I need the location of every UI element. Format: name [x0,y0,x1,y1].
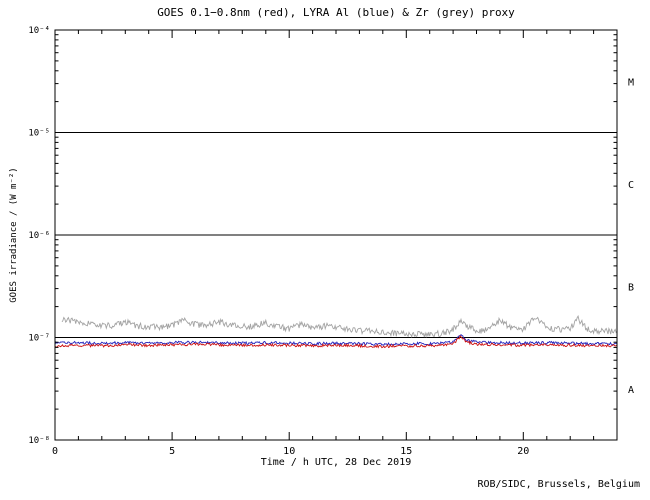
y-tick-label: 10⁻⁴ [28,26,50,36]
flux-class-label-c: C [628,180,634,191]
chart-title: GOES 0.1−0.8nm (red), LYRA Al (blue) & Z… [157,6,515,19]
y-tick-label: 10⁻⁵ [28,129,50,139]
y-tick-label: 10⁻⁸ [28,436,50,446]
x-tick-label: 10 [283,446,295,457]
credit-text: ROB/SIDC, Brussels, Belgium [477,479,640,490]
y-tick-label: 10⁻⁷ [28,334,50,344]
y-axis-label: GOES irradiance / (W m⁻²) [9,167,19,303]
x-tick-label: 15 [400,446,412,457]
x-tick-label: 0 [52,446,58,457]
flux-class-label-a: A [628,385,634,396]
x-axis-label: Time / h UTC, 28 Dec 2019 [260,457,412,468]
series-goes-xray [54,335,618,349]
flux-class-label-m: M [628,77,634,88]
y-tick-label: 10⁻⁶ [28,231,50,241]
x-tick-label: 20 [517,446,529,457]
series-lyra-zr-proxy [61,315,618,339]
x-tick-label: 5 [169,446,175,457]
series-lyra-al-proxy [54,333,618,347]
flux-class-label-b: B [628,282,634,293]
